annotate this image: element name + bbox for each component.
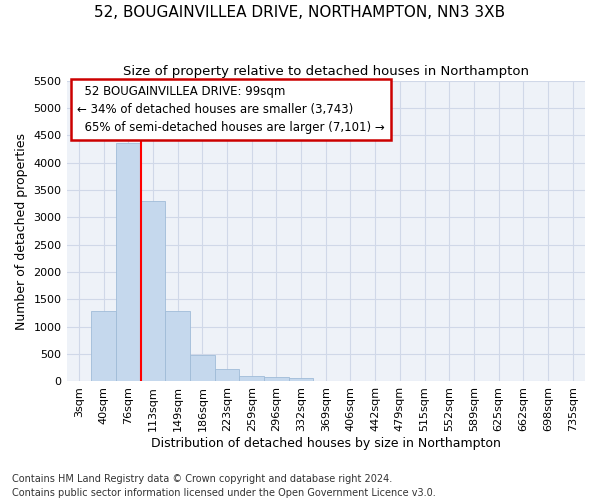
Title: Size of property relative to detached houses in Northampton: Size of property relative to detached ho…	[123, 65, 529, 78]
Bar	[264, 378, 289, 382]
Y-axis label: Number of detached properties: Number of detached properties	[15, 132, 28, 330]
Bar	[289, 378, 313, 382]
Bar	[140, 202, 165, 382]
X-axis label: Distribution of detached houses by size in Northampton: Distribution of detached houses by size …	[151, 437, 501, 450]
Text: Contains HM Land Registry data © Crown copyright and database right 2024.
Contai: Contains HM Land Registry data © Crown c…	[12, 474, 436, 498]
Bar	[215, 368, 239, 382]
Bar	[190, 355, 215, 382]
Text: 52, BOUGAINVILLEA DRIVE, NORTHAMPTON, NN3 3XB: 52, BOUGAINVILLEA DRIVE, NORTHAMPTON, NN…	[94, 5, 506, 20]
Bar	[91, 312, 116, 382]
Bar	[239, 376, 264, 382]
Bar	[116, 144, 140, 382]
Text: 52 BOUGAINVILLEA DRIVE: 99sqm
← 34% of detached houses are smaller (3,743)
  65%: 52 BOUGAINVILLEA DRIVE: 99sqm ← 34% of d…	[77, 85, 385, 134]
Bar	[165, 311, 190, 382]
